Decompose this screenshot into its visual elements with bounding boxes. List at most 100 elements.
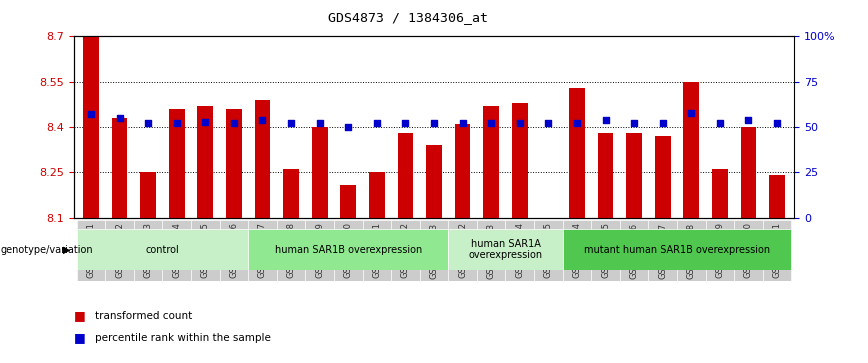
Point [628,121,641,126]
Bar [591,220,620,281]
Bar [248,220,277,281]
Bar [391,220,420,281]
Bar [398,133,413,218]
Text: control: control [146,245,180,254]
Text: transformed count: transformed count [95,311,193,321]
Text: GSM1279609: GSM1279609 [715,223,725,278]
Point [170,121,184,126]
Text: percentile rank within the sample: percentile rank within the sample [95,333,272,343]
Bar [562,229,792,270]
Text: GSM1279594: GSM1279594 [172,223,181,278]
Bar [283,170,299,218]
Point [456,121,470,126]
Bar [112,118,128,218]
Bar [312,127,327,218]
Point [227,121,240,126]
Text: GSM1279596: GSM1279596 [229,223,239,278]
Point [427,121,441,126]
Text: ▶: ▶ [63,245,70,254]
Point [341,124,355,130]
Text: GSM1279602: GSM1279602 [401,223,410,278]
Bar [169,109,185,218]
Text: GSM1279600: GSM1279600 [344,223,352,278]
Point [655,121,669,126]
Text: GSM1279593: GSM1279593 [143,223,153,278]
Bar [363,220,391,281]
Bar [134,220,162,281]
Point [713,121,727,126]
Text: genotype/variation: genotype/variation [1,245,94,254]
Text: ■: ■ [74,309,86,322]
Bar [505,220,534,281]
Point [741,117,755,123]
Bar [254,100,270,218]
Bar [769,175,785,218]
Text: ■: ■ [74,331,86,344]
Text: GSM1279605: GSM1279605 [601,223,610,278]
Bar [626,133,642,218]
Point [370,121,384,126]
Point [284,121,298,126]
Bar [569,88,585,218]
Text: GSM1279614: GSM1279614 [516,223,524,278]
Point [770,121,784,126]
Bar [763,220,792,281]
Text: GSM1279597: GSM1279597 [258,223,267,278]
Bar [369,172,385,218]
Bar [277,220,306,281]
Text: GSM1279598: GSM1279598 [286,223,296,278]
Point [398,121,412,126]
Text: GSM1279604: GSM1279604 [572,223,582,278]
Text: GSM1279603: GSM1279603 [430,223,438,278]
Text: human SAR1A
overexpression: human SAR1A overexpression [469,239,542,260]
Text: GSM1279610: GSM1279610 [744,223,753,278]
Text: GSM1279611: GSM1279611 [773,223,781,278]
Text: GSM1279608: GSM1279608 [687,223,696,278]
Bar [706,220,734,281]
Point [113,115,127,121]
Bar [598,133,614,218]
Text: GSM1279615: GSM1279615 [544,223,553,278]
Bar [420,220,448,281]
Bar [426,145,442,218]
Bar [683,82,699,218]
Bar [448,220,477,281]
Point [684,110,698,115]
Bar [248,229,448,270]
Bar [712,170,727,218]
Bar [141,172,156,218]
Bar [483,106,499,218]
Bar [448,229,562,270]
Bar [455,124,470,218]
Point [84,111,98,117]
Bar [83,36,99,218]
Text: GSM1279592: GSM1279592 [115,223,124,278]
Bar [562,220,591,281]
Text: GSM1279595: GSM1279595 [201,223,210,278]
Bar [534,220,562,281]
Bar [162,220,191,281]
Text: GSM1279606: GSM1279606 [629,223,639,278]
Text: human SAR1B overexpression: human SAR1B overexpression [274,245,422,254]
Point [599,117,613,123]
Bar [340,184,356,218]
Text: GSM1279613: GSM1279613 [487,223,496,278]
Bar [220,220,248,281]
Point [141,121,155,126]
Bar [654,136,671,218]
Bar [512,103,528,218]
Text: GDS4873 / 1384306_at: GDS4873 / 1384306_at [328,11,488,24]
Point [199,119,213,125]
Bar [306,220,334,281]
Bar [76,229,248,270]
Point [570,121,584,126]
Bar [197,106,214,218]
Point [484,121,498,126]
Bar [105,220,134,281]
Point [513,121,527,126]
Text: GSM1279599: GSM1279599 [315,223,324,278]
Text: mutant human SAR1B overexpression: mutant human SAR1B overexpression [584,245,770,254]
Bar [740,127,756,218]
Bar [76,220,105,281]
Bar [734,220,763,281]
